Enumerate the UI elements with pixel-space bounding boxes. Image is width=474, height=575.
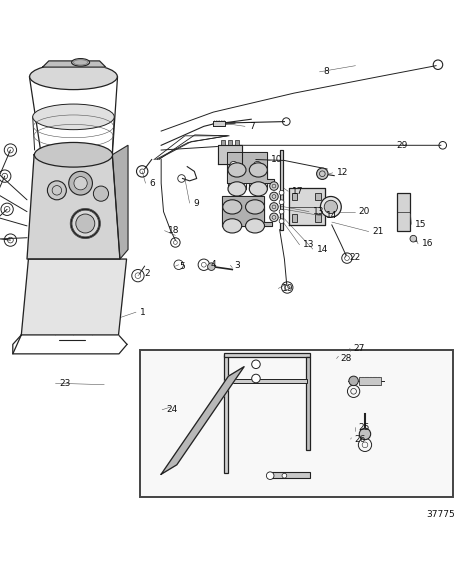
Circle shape bbox=[279, 190, 284, 195]
Circle shape bbox=[270, 192, 278, 201]
Circle shape bbox=[254, 162, 261, 169]
Bar bbox=[292, 193, 297, 200]
Circle shape bbox=[252, 360, 260, 369]
Circle shape bbox=[47, 181, 66, 200]
Bar bbox=[213, 121, 225, 126]
Circle shape bbox=[349, 376, 358, 386]
Ellipse shape bbox=[249, 163, 267, 177]
Bar bbox=[306, 357, 310, 450]
Text: 5: 5 bbox=[179, 262, 185, 271]
Text: 23: 23 bbox=[59, 379, 71, 388]
Bar bbox=[359, 377, 381, 385]
Text: 13: 13 bbox=[313, 207, 324, 216]
Text: 1: 1 bbox=[140, 308, 146, 317]
Circle shape bbox=[230, 162, 237, 169]
Text: 18: 18 bbox=[168, 226, 180, 235]
Circle shape bbox=[76, 214, 95, 233]
Polygon shape bbox=[27, 155, 120, 259]
Text: 22: 22 bbox=[349, 253, 360, 262]
Ellipse shape bbox=[223, 200, 242, 214]
Circle shape bbox=[208, 263, 215, 270]
Circle shape bbox=[270, 182, 278, 190]
Circle shape bbox=[410, 235, 417, 242]
Ellipse shape bbox=[246, 218, 264, 233]
Circle shape bbox=[279, 218, 284, 224]
Text: 2: 2 bbox=[145, 269, 150, 278]
Circle shape bbox=[69, 171, 92, 195]
Text: 21: 21 bbox=[373, 227, 384, 236]
Text: 15: 15 bbox=[415, 220, 427, 229]
Ellipse shape bbox=[246, 200, 264, 214]
Text: 17: 17 bbox=[292, 187, 303, 196]
Circle shape bbox=[324, 200, 337, 213]
Text: 26: 26 bbox=[355, 435, 366, 444]
Circle shape bbox=[279, 209, 284, 214]
Circle shape bbox=[74, 177, 87, 190]
Circle shape bbox=[266, 472, 274, 480]
Text: 6: 6 bbox=[149, 179, 155, 187]
Bar bbox=[224, 380, 307, 384]
Ellipse shape bbox=[249, 182, 267, 196]
Polygon shape bbox=[222, 197, 272, 226]
Circle shape bbox=[270, 202, 278, 211]
Ellipse shape bbox=[223, 218, 242, 233]
Text: 13: 13 bbox=[303, 240, 315, 250]
Circle shape bbox=[279, 200, 284, 205]
Text: 3: 3 bbox=[234, 260, 240, 270]
Polygon shape bbox=[43, 61, 106, 67]
Circle shape bbox=[93, 186, 109, 201]
Text: 12: 12 bbox=[337, 168, 348, 177]
Polygon shape bbox=[280, 150, 283, 229]
Bar bbox=[235, 140, 239, 145]
Circle shape bbox=[282, 473, 287, 478]
Polygon shape bbox=[227, 152, 274, 183]
Text: 24: 24 bbox=[166, 405, 177, 415]
Bar bbox=[397, 193, 410, 231]
Text: 7: 7 bbox=[249, 122, 255, 131]
Text: 19: 19 bbox=[282, 284, 293, 293]
Ellipse shape bbox=[29, 63, 117, 90]
Circle shape bbox=[225, 205, 233, 213]
Circle shape bbox=[250, 205, 258, 213]
Ellipse shape bbox=[228, 182, 246, 196]
Text: 8: 8 bbox=[323, 67, 329, 76]
Bar bbox=[292, 214, 297, 221]
Polygon shape bbox=[289, 188, 325, 225]
Circle shape bbox=[71, 209, 100, 237]
Text: 25: 25 bbox=[358, 423, 370, 432]
Circle shape bbox=[359, 428, 371, 440]
Text: 20: 20 bbox=[358, 207, 370, 216]
Text: 14: 14 bbox=[317, 244, 328, 254]
Text: 29: 29 bbox=[396, 141, 408, 150]
Ellipse shape bbox=[228, 163, 246, 177]
Polygon shape bbox=[218, 145, 242, 164]
Polygon shape bbox=[21, 259, 127, 335]
Circle shape bbox=[317, 168, 328, 179]
Bar bbox=[224, 355, 228, 473]
Text: 4: 4 bbox=[211, 260, 217, 269]
Text: 16: 16 bbox=[422, 239, 433, 248]
Text: 27: 27 bbox=[354, 344, 365, 352]
Bar bbox=[221, 140, 225, 145]
Polygon shape bbox=[161, 367, 244, 474]
Ellipse shape bbox=[33, 104, 114, 129]
Bar bbox=[228, 140, 232, 145]
Ellipse shape bbox=[72, 59, 90, 66]
Bar bbox=[315, 214, 321, 221]
Text: 10: 10 bbox=[271, 155, 283, 164]
Text: 37775: 37775 bbox=[426, 509, 455, 519]
Circle shape bbox=[252, 374, 260, 383]
Bar bbox=[140, 350, 453, 497]
Text: 9: 9 bbox=[193, 198, 199, 208]
Circle shape bbox=[270, 213, 278, 221]
Ellipse shape bbox=[34, 143, 113, 167]
Bar bbox=[268, 472, 310, 478]
Circle shape bbox=[320, 197, 341, 217]
Bar bbox=[315, 193, 321, 200]
Text: 14: 14 bbox=[326, 212, 337, 220]
Bar bbox=[224, 354, 310, 357]
Polygon shape bbox=[112, 145, 128, 259]
Text: 28: 28 bbox=[340, 354, 352, 363]
